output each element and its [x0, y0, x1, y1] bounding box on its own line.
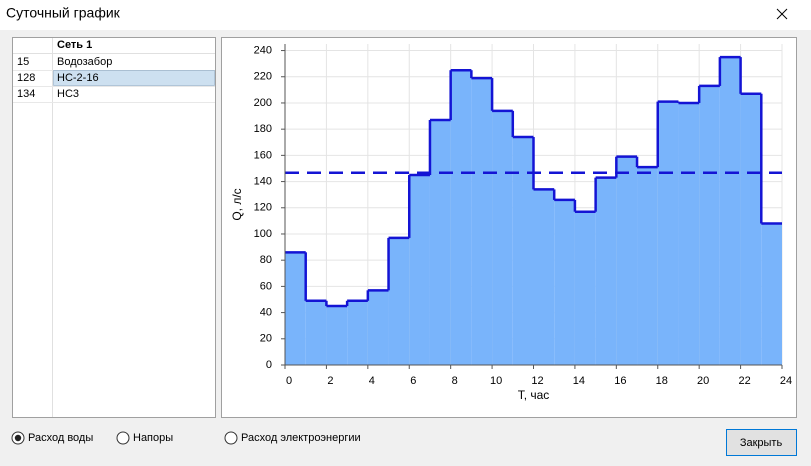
close-button[interactable]	[726, 429, 797, 456]
y-tick-label: 180	[254, 123, 272, 135]
table-cell[interactable]: НС3	[57, 88, 79, 100]
y-tick-label: 60	[260, 280, 272, 292]
step-area	[450, 70, 472, 366]
x-tick-label: 6	[410, 375, 416, 387]
close-button-label[interactable]: Закрыть	[740, 437, 783, 449]
step-area	[471, 78, 493, 365]
step-area	[699, 85, 720, 366]
y-tick-label: 100	[254, 228, 272, 240]
window-title: Суточный график	[6, 5, 121, 21]
step-area	[492, 110, 513, 366]
x-tick-label: 0	[286, 375, 292, 387]
table-cell[interactable]: 134	[17, 88, 35, 100]
radio-label[interactable]: Напоры	[133, 432, 173, 444]
x-tick-label: 14	[573, 375, 585, 387]
x-tick-label: 12	[531, 375, 543, 387]
close-icon[interactable]	[776, 8, 788, 20]
table-cell[interactable]: Водозабор	[57, 56, 112, 68]
y-tick-label: 120	[254, 202, 272, 214]
table-cell[interactable]: НС-2-16	[57, 72, 99, 84]
x-tick-label: 22	[738, 375, 750, 387]
table-cell[interactable]: 128	[17, 72, 35, 84]
x-tick-label: 10	[490, 375, 502, 387]
y-tick-label: 20	[260, 333, 272, 345]
table-cell[interactable]: 15	[17, 56, 29, 68]
row-selection[interactable]	[53, 70, 215, 86]
x-tick-label: 20	[697, 375, 709, 387]
step-area	[719, 57, 741, 365]
step-area	[367, 290, 389, 365]
x-tick-label: 8	[452, 375, 458, 387]
y-tick-label: 220	[254, 71, 272, 83]
step-area	[388, 237, 410, 365]
y-axis-label: Q, л/с	[230, 188, 244, 220]
title-bar	[0, 0, 811, 30]
step-area	[554, 199, 575, 365]
y-tick-label: 240	[254, 44, 272, 56]
step-area	[740, 93, 762, 366]
step-area	[409, 175, 430, 365]
y-tick-label: 0	[266, 359, 272, 371]
table-header: Сеть 1	[57, 39, 92, 51]
radio-dot[interactable]	[14, 434, 22, 442]
y-tick-label: 40	[260, 306, 272, 318]
x-tick-label: 16	[614, 375, 626, 387]
y-tick-label: 80	[260, 254, 272, 266]
y-tick-label: 140	[254, 175, 272, 187]
step-area	[512, 137, 534, 365]
step-area	[616, 156, 638, 365]
step-area	[678, 102, 700, 366]
step-area	[595, 177, 617, 365]
step-area	[761, 223, 782, 365]
radio[interactable]	[224, 431, 238, 445]
x-tick-label: 2	[327, 375, 333, 387]
table-panel	[12, 37, 216, 418]
step-area	[305, 300, 327, 365]
y-tick-label: 160	[254, 149, 272, 161]
step-area	[326, 306, 348, 365]
x-axis-label: T, час	[518, 388, 550, 402]
radio-label[interactable]: Расход электроэнергии	[241, 432, 361, 444]
step-area	[533, 189, 555, 365]
step-area	[347, 300, 368, 365]
step-area	[285, 252, 306, 365]
step-area	[657, 101, 679, 365]
x-tick-label: 24	[780, 375, 792, 387]
y-tick-label: 200	[254, 97, 272, 109]
x-tick-label: 4	[369, 375, 375, 387]
step-area	[429, 119, 451, 365]
radio-label[interactable]: Расход воды	[28, 432, 93, 444]
step-area	[637, 167, 658, 365]
x-tick-label: 18	[656, 375, 668, 387]
step-area	[574, 211, 596, 365]
radio[interactable]	[116, 431, 130, 445]
